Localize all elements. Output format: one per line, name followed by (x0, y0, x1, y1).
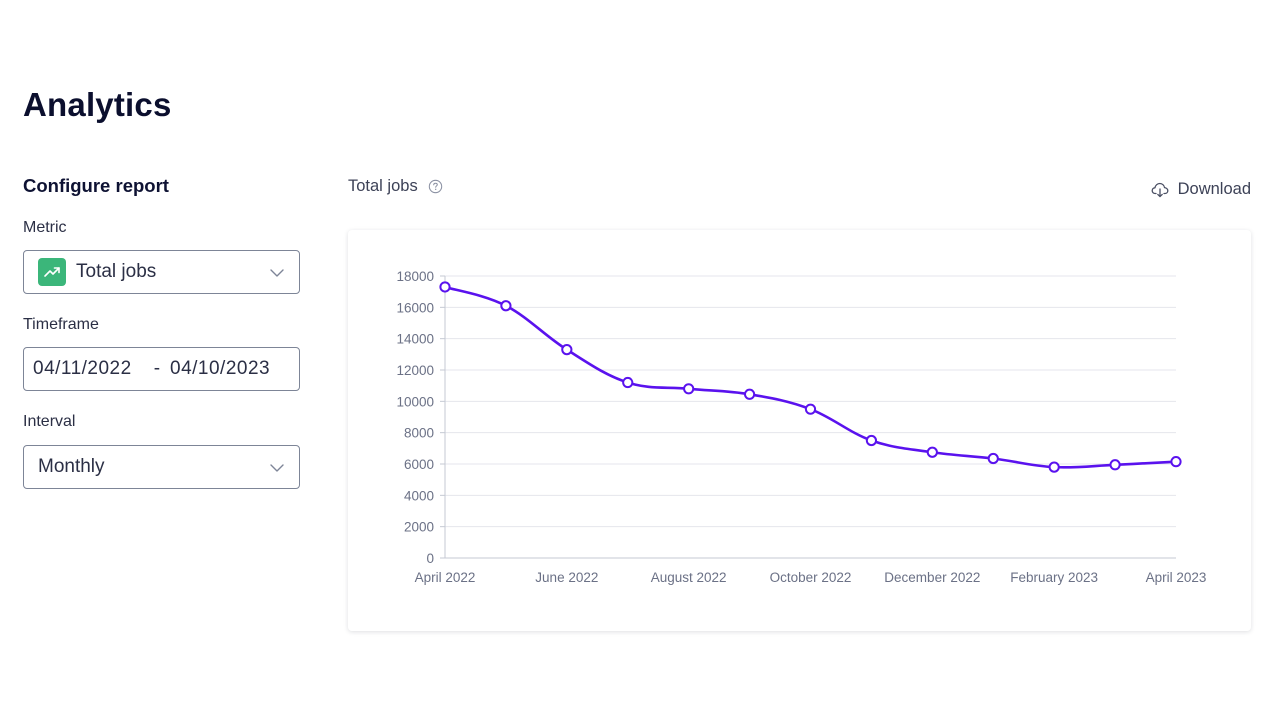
y-tick-label: 16000 (396, 300, 434, 315)
x-tick-label: August 2022 (651, 570, 727, 585)
y-tick-label: 10000 (396, 394, 434, 409)
chart-title: Total jobs (348, 177, 443, 196)
data-point[interactable] (743, 388, 756, 400)
timeframe-label: Timeframe (23, 316, 99, 333)
data-point[interactable] (987, 452, 999, 465)
series-line-total-jobs (443, 285, 1178, 469)
data-point[interactable] (1170, 456, 1182, 468)
interval-select[interactable]: Monthly (23, 445, 300, 489)
help-circle-icon[interactable] (428, 179, 443, 194)
data-point[interactable] (622, 376, 634, 389)
data-point[interactable] (1109, 459, 1121, 471)
data-point[interactable] (439, 281, 451, 293)
interval-value: Monthly (38, 456, 105, 477)
y-tick-label: 8000 (404, 426, 434, 441)
interval-label: Interval (23, 413, 76, 430)
data-point[interactable] (926, 446, 938, 458)
x-tick-label: April 2022 (415, 570, 476, 585)
chevron-down-icon (270, 464, 284, 472)
metric-label: Metric (23, 219, 67, 236)
x-tick-label: February 2023 (1010, 570, 1098, 585)
x-tick-label: December 2022 (884, 570, 980, 585)
download-button[interactable]: Download (1151, 180, 1251, 199)
y-tick-label: 4000 (404, 488, 434, 503)
timeframe-end-date[interactable]: 04/10/2023 (170, 358, 271, 379)
chart-title-text: Total jobs (348, 177, 418, 195)
y-tick-label: 18000 (396, 269, 434, 284)
y-tick-label: 2000 (404, 520, 434, 535)
trending-up-icon (38, 258, 66, 286)
data-point[interactable] (561, 344, 573, 356)
metric-value: Total jobs (76, 261, 157, 282)
y-tick-label: 0 (426, 551, 434, 566)
line-chart: 0 2000 4000 6000 8000 10000 12000 14000 16000 180… (396, 269, 1207, 585)
y-tick-label: 6000 (404, 457, 434, 472)
data-point[interactable] (804, 403, 817, 415)
timeframe-start-date[interactable]: 04/11/2022 (33, 358, 132, 379)
data-point[interactable] (683, 383, 695, 395)
data-point[interactable] (500, 300, 512, 312)
metric-select[interactable]: Total jobs (23, 250, 300, 294)
chart-card: 0 2000 4000 6000 8000 10000 12000 14000 16000 180… (348, 230, 1251, 631)
chevron-down-icon (270, 269, 284, 277)
y-tick-label: 12000 (396, 363, 434, 378)
timeframe-range-input[interactable]: 04/11/2022 - 04/10/2023 (23, 347, 300, 391)
y-tick-label: 14000 (396, 332, 434, 347)
x-tick-label: April 2023 (1146, 570, 1207, 585)
date-separator: - (153, 358, 161, 379)
x-tick-label: June 2022 (535, 570, 598, 585)
download-label: Download (1177, 180, 1251, 198)
configure-report-heading: Configure report (23, 175, 169, 196)
data-point[interactable] (865, 434, 878, 447)
x-tick-label: October 2022 (770, 570, 852, 585)
cloud-download-icon (1151, 182, 1169, 198)
data-point[interactable] (1048, 461, 1060, 473)
page-title: Analytics (23, 86, 172, 123)
